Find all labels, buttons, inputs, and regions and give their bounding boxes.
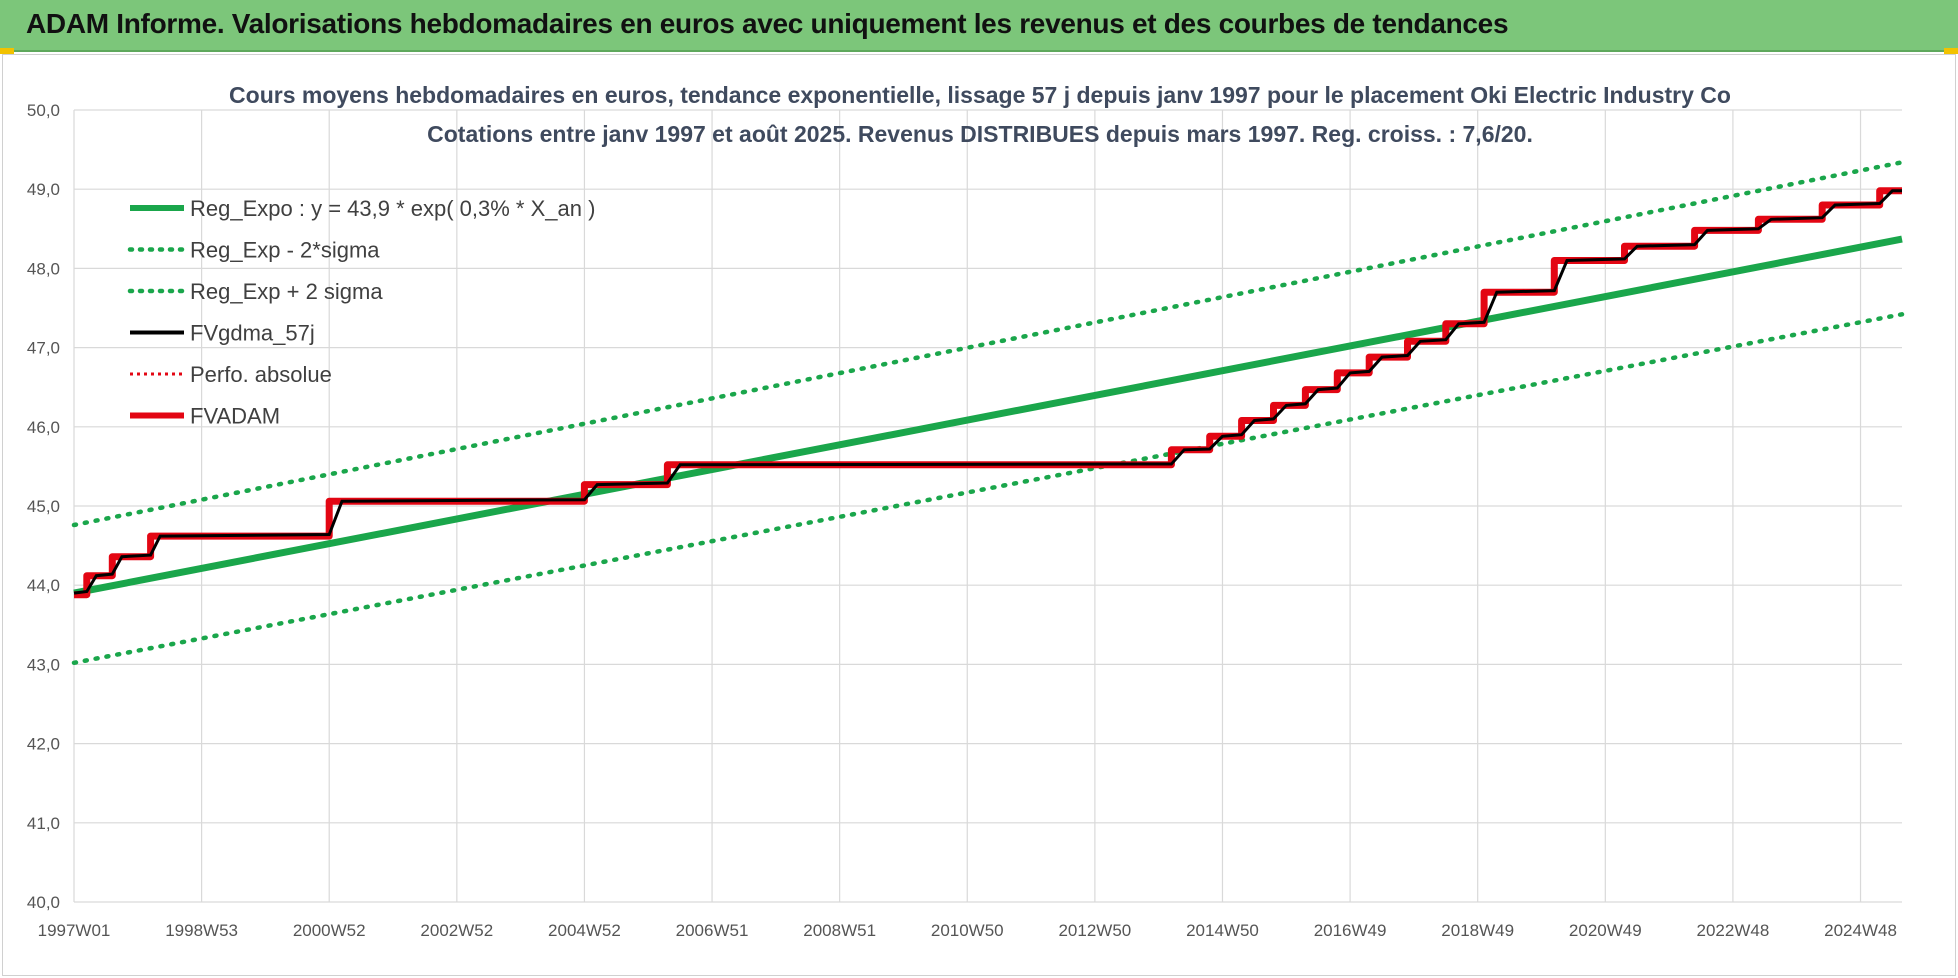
series-lines [71, 160, 1905, 666]
legend-label: Perfo. absolue [190, 362, 332, 387]
legend-item: Perfo. absolue [130, 362, 332, 387]
y-tick-label: 42,0 [27, 735, 60, 754]
x-tick-label: 2010W50 [931, 921, 1004, 940]
x-tick-label: 2006W51 [676, 921, 749, 940]
series-reg-expo-y-43-9-exp-0-3-x-an [73, 235, 1903, 597]
corner-marker-right [1944, 48, 1958, 54]
y-tick-label: 46,0 [27, 418, 60, 437]
legend-label: Reg_Expo : y = 43,9 * exp( 0,3% * X_an ) [190, 196, 595, 221]
legend-label: Reg_Exp - 2*sigma [190, 238, 380, 263]
x-tick-label: 2024W48 [1824, 921, 1897, 940]
grid-lines [73, 109, 1902, 903]
chart-frame [2, 54, 1956, 976]
page-title: ADAM Informe. Valorisations hebdomadaire… [26, 8, 1509, 39]
x-tick-label: 2020W49 [1569, 921, 1642, 940]
y-tick-label: 50,0 [27, 101, 60, 120]
legend-label: FVADAM [190, 404, 280, 429]
y-tick-label: 49,0 [27, 180, 60, 199]
x-tick-label: 2022W48 [1697, 921, 1770, 940]
y-tick-label: 47,0 [27, 339, 60, 358]
legend-item: FVgdma_57j [130, 321, 315, 346]
x-tick-label: 2008W51 [803, 921, 876, 940]
x-tick-label: 2004W52 [548, 921, 621, 940]
x-tick-label: 2012W50 [1058, 921, 1131, 940]
legend-item: FVADAM [130, 404, 280, 429]
x-tick-label: 2002W52 [420, 921, 493, 940]
legend-item: Reg_Exp - 2*sigma [127, 238, 380, 263]
legend-item: Reg_Expo : y = 43,9 * exp( 0,3% * X_an ) [130, 196, 595, 221]
x-tick-label: 2014W50 [1186, 921, 1259, 940]
series-reg-exp-2-sigma [71, 160, 1905, 528]
legend-label: FVgdma_57j [190, 321, 315, 346]
y-tick-label: 44,0 [27, 576, 60, 595]
y-axis-ticks: 40,0 41,0 42,0 43,0 44,0 45,0 46,0 47,0 48,0 49,0… [27, 101, 60, 912]
y-tick-label: 40,0 [27, 893, 60, 912]
corner-marker-left [0, 48, 14, 54]
y-tick-label: 45,0 [27, 497, 60, 516]
x-tick-label: 1998W53 [165, 921, 238, 940]
x-tick-label: 1997W01 [38, 921, 111, 940]
x-tick-label: 2016W49 [1314, 921, 1387, 940]
series-fvgdma-57j [73, 189, 1902, 595]
chart-title-line2: Cotations entre janv 1997 et août 2025. … [427, 121, 1533, 147]
x-tick-label: 2000W52 [293, 921, 366, 940]
header-bar: ADAM Informe. Valorisations hebdomadaire… [0, 0, 1958, 52]
legend-label: Reg_Exp + 2 sigma [190, 279, 383, 304]
y-tick-label: 43,0 [27, 655, 60, 674]
series-reg-exp-2-sigma [71, 312, 1905, 666]
legend-item: Reg_Exp + 2 sigma [127, 279, 383, 304]
y-tick-label: 41,0 [27, 814, 60, 833]
chart-title-line1: Cours moyens hebdomadaires en euros, ten… [229, 82, 1731, 108]
legend: Reg_Expo : y = 43,9 * exp( 0,3% * X_an )… [127, 196, 595, 429]
x-axis-ticks: 1997W01 1998W53 2000W52 2002W52 2004W52 2006W… [38, 921, 1897, 940]
x-tick-label: 2018W49 [1441, 921, 1514, 940]
y-tick-label: 48,0 [27, 259, 60, 278]
